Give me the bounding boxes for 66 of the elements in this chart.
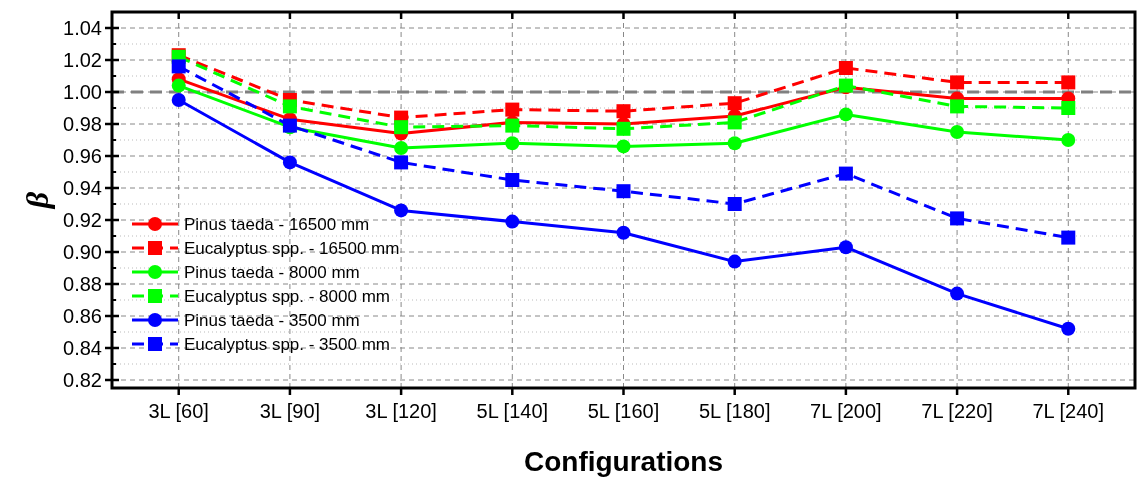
point (1061, 230, 1076, 245)
y-tick-label: 0.84 (63, 337, 102, 359)
point (838, 107, 853, 122)
point (616, 104, 631, 119)
point (505, 136, 520, 151)
x-tick-label: 7L [220] (921, 400, 993, 422)
y-tick-label: 0.92 (63, 209, 102, 231)
x-axis-title: Configurations (523, 446, 724, 477)
point (950, 75, 965, 90)
point (171, 78, 186, 93)
point (727, 254, 742, 269)
point (616, 184, 631, 199)
legend-label: Pinus taeda - 16500 mm (184, 214, 370, 234)
x-tick-label: 5L [180] (698, 400, 771, 422)
point (1061, 101, 1076, 115)
x-tick-label: 5L [160] (587, 400, 660, 422)
y-tick-label: 1.04 (63, 17, 102, 39)
legend-label: Pinus taeda - 3500 mm (184, 310, 360, 330)
y-tick-label: 0.90 (63, 241, 102, 263)
legend-label: Eucalyptus spp. - 3500 mm (184, 334, 390, 354)
y-tick-label: 0.96 (63, 145, 102, 167)
point (505, 102, 520, 117)
point (171, 93, 186, 107)
y-tick-label: 0.88 (63, 273, 102, 295)
x-tick-label: 7L [240] (1032, 400, 1105, 422)
x-tick-label: 7L [200] (810, 400, 882, 422)
point (1061, 133, 1076, 147)
point (282, 155, 297, 170)
y-axis-title: β (19, 191, 55, 210)
y-tick-label: 0.82 (63, 369, 102, 391)
point (394, 141, 409, 155)
point (171, 59, 186, 74)
x-tick-label: 3L [60] (148, 400, 209, 422)
legend-label: Eucalyptus spp. - 8000 mm (184, 286, 390, 306)
y-tick-label: 1.00 (63, 81, 102, 103)
point (1061, 75, 1076, 90)
x-tick-label: 5L [140] (476, 400, 549, 422)
point (394, 155, 409, 170)
point (727, 136, 742, 151)
point (505, 173, 520, 187)
legend-label: Pinus taeda - 8000 mm (184, 262, 360, 282)
x-tick-label: 3L [120] (365, 400, 437, 422)
point (950, 286, 965, 301)
point (838, 61, 853, 75)
point (950, 211, 965, 226)
point (727, 96, 742, 111)
point (838, 240, 853, 255)
point (394, 203, 409, 218)
x-tick-label: 3L [90] (259, 400, 321, 422)
point (950, 125, 965, 139)
point (394, 120, 409, 135)
point (727, 197, 742, 211)
y-tick-label: 0.86 (63, 305, 102, 327)
point (282, 99, 297, 114)
point (616, 121, 631, 136)
y-tick-label: 0.98 (63, 113, 102, 135)
point (616, 225, 631, 240)
point (727, 115, 742, 130)
y-tick-label: 1.02 (63, 49, 102, 71)
point (616, 139, 631, 154)
y-tick-label: 0.94 (63, 177, 102, 199)
point (1061, 321, 1076, 336)
point (950, 99, 965, 114)
point (505, 214, 520, 229)
legend-label: Eucalyptus spp. - 16500 mm (184, 238, 400, 258)
point (838, 166, 853, 181)
